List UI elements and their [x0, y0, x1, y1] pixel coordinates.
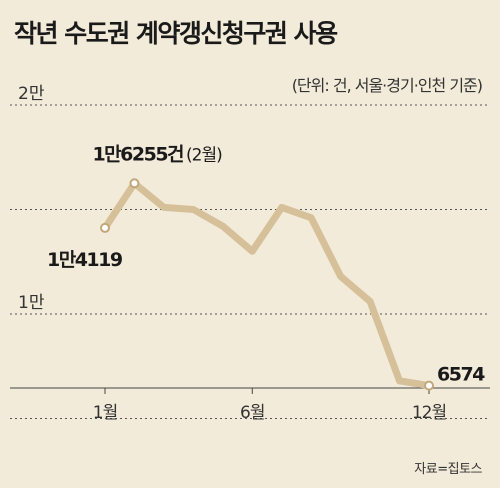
x-tick-label: 12월 — [412, 403, 446, 423]
source-note: 자료=집토스 — [414, 462, 482, 477]
data-label: 1만6255건 — [92, 143, 183, 165]
unit-note: (단위: 건, 서울·경기·인천 기준) — [291, 76, 483, 95]
data-labels: 1만4119 1만6255건 (2월) 6574 — [47, 143, 487, 386]
y-tick-labels: 2만 1만 — [18, 84, 45, 313]
point-marker — [424, 380, 434, 391]
chart-title: 작년 수도권 계약갱신청구권 사용 — [14, 19, 338, 48]
x-axis: 1월 6월 12월 — [10, 387, 490, 423]
series-line-path — [101, 179, 433, 390]
data-label: 1만4119 — [47, 249, 122, 271]
data-label-note: (2월) — [186, 145, 222, 165]
series-line — [100, 178, 434, 391]
x-tick-label: 6월 — [240, 403, 264, 423]
y-tick-label: 1만 — [18, 293, 45, 313]
data-label: 6574 — [437, 364, 485, 386]
y-tick-label: 2만 — [18, 84, 45, 104]
gridlines — [10, 104, 490, 419]
point-marker — [129, 178, 140, 189]
x-tick-label: 1월 — [93, 403, 117, 423]
point-marker — [100, 222, 110, 233]
